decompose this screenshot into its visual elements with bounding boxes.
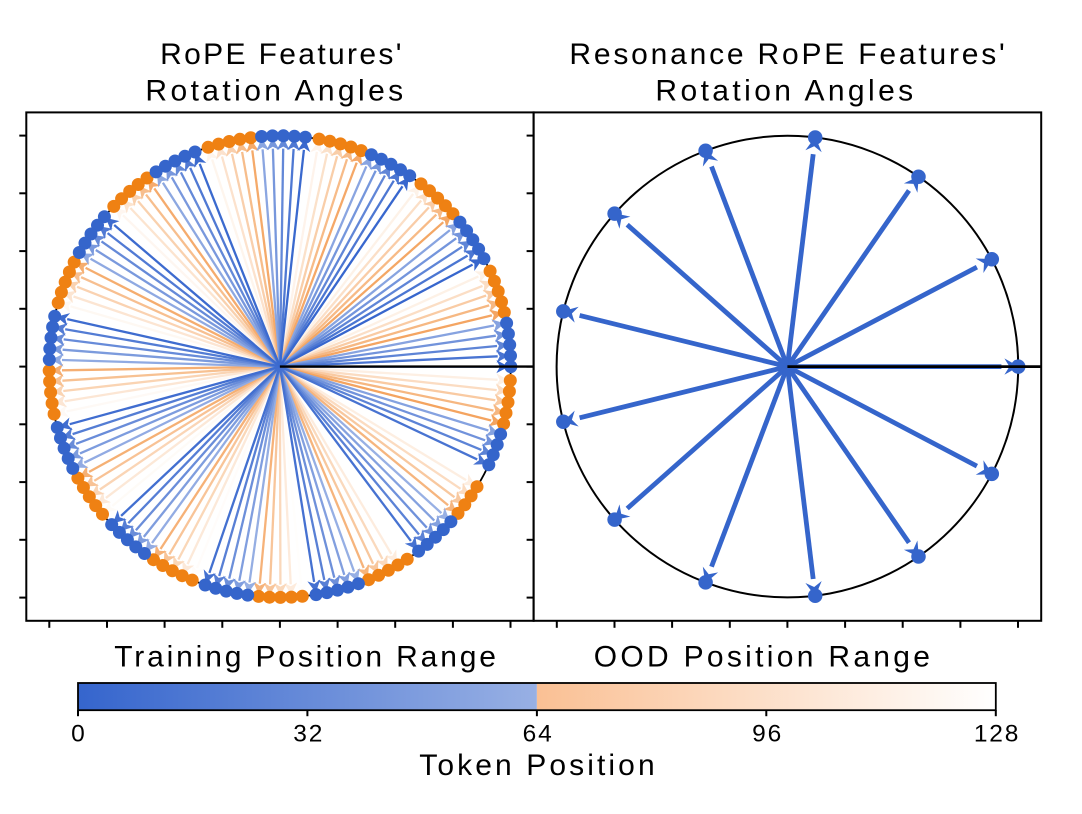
svg-text:0: 0: [71, 721, 85, 748]
svg-text:96: 96: [752, 721, 783, 748]
svg-text:Token Position: Token Position: [419, 749, 658, 782]
svg-text:Rotation Angles: Rotation Angles: [655, 75, 916, 108]
svg-text:64: 64: [523, 721, 554, 748]
svg-text:RoPE Features': RoPE Features': [160, 38, 404, 71]
svg-text:Training Position Range: Training Position Range: [114, 641, 499, 674]
svg-text:Resonance RoPE Features': Resonance RoPE Features': [569, 38, 1007, 71]
svg-text:32: 32: [293, 721, 324, 748]
svg-text:OOD Position Range: OOD Position Range: [594, 641, 934, 674]
svg-text:Rotation Angles: Rotation Angles: [145, 75, 406, 108]
svg-text:128: 128: [974, 721, 1020, 748]
